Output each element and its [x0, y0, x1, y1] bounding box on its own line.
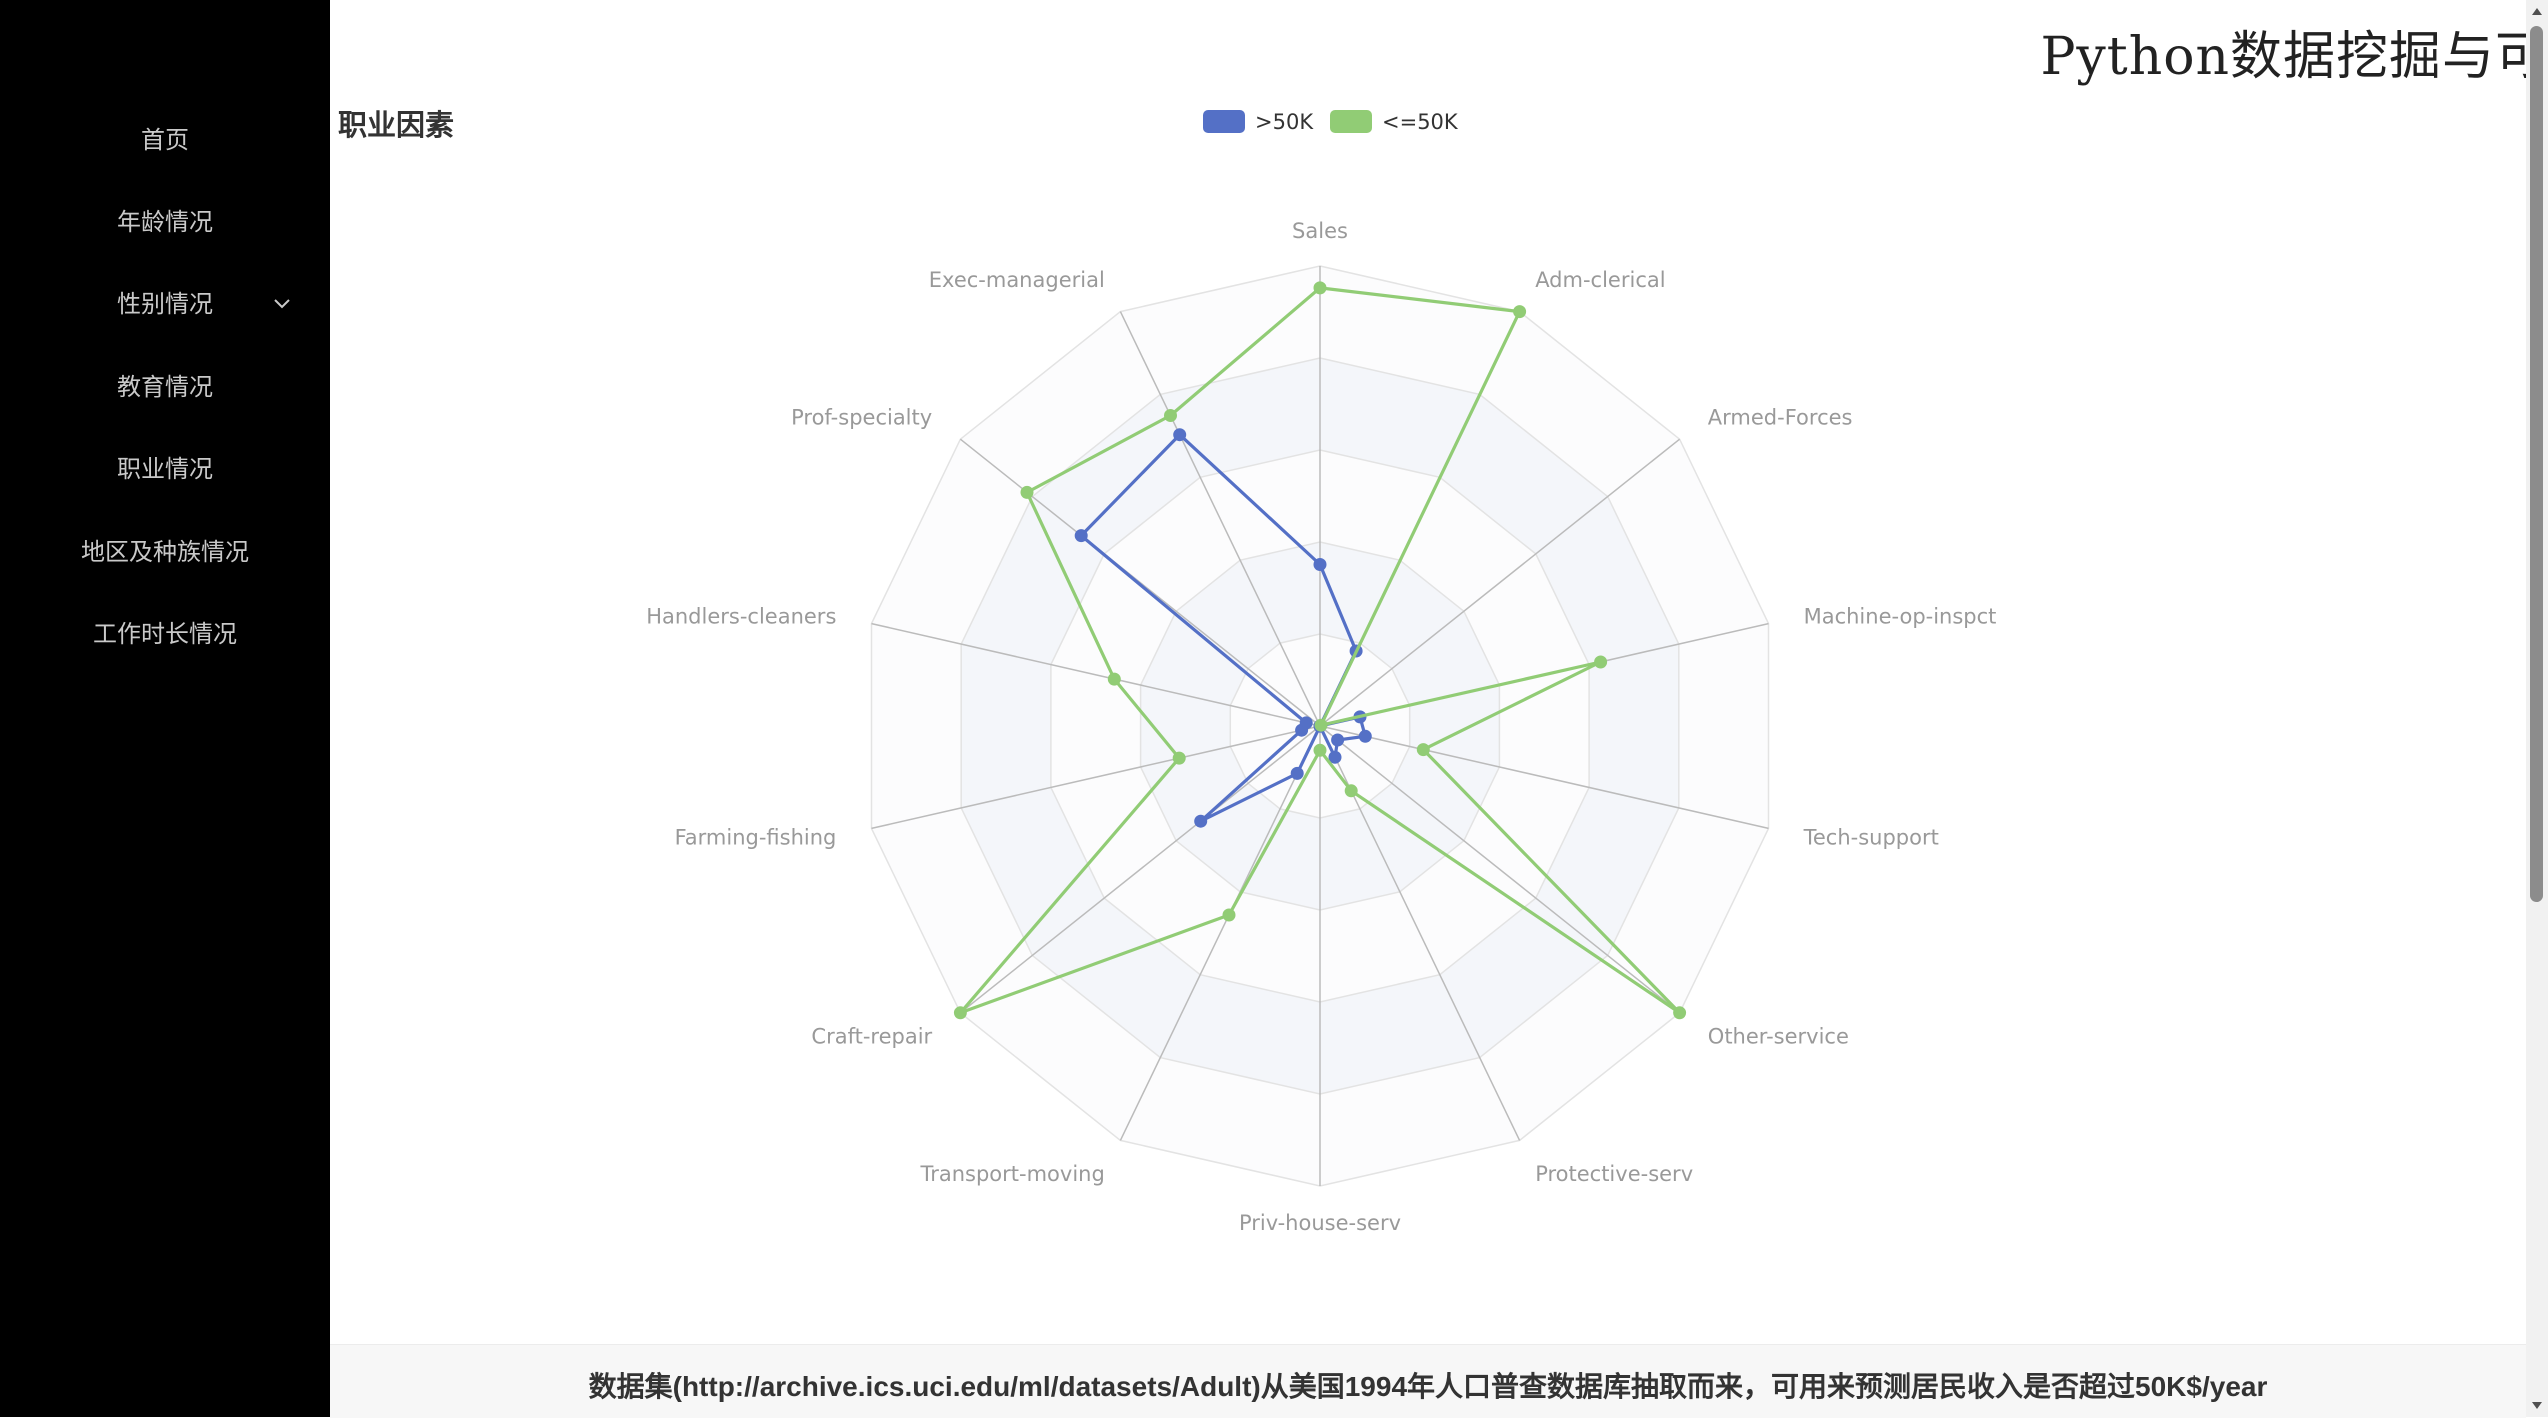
- nav-item-label: 教育情况: [117, 373, 213, 401]
- radar-data-point: [1313, 743, 1327, 757]
- radar-data-point: [1328, 750, 1342, 764]
- radar-data-point: [1194, 814, 1208, 828]
- scrollbar[interactable]: [2526, 0, 2548, 1417]
- radar-data-point: [1107, 672, 1121, 686]
- nav-item-label: 年龄情况: [117, 208, 213, 236]
- radar-indicator-label: Prof-specialty: [791, 406, 932, 430]
- site-title: Python数据挖掘与可: [2040, 27, 2548, 87]
- radar-data-point: [1344, 784, 1358, 798]
- radar-data-point: [1673, 1006, 1687, 1020]
- radar-indicator-label: Exec-managerial: [929, 268, 1105, 292]
- radar-data-point: [1290, 766, 1304, 780]
- nav-item-education[interactable]: 教育情况: [0, 367, 330, 407]
- radar-axis-line: [871, 725, 1321, 830]
- radar-axis-line: [1119, 311, 1321, 727]
- radar-data-point: [1222, 908, 1236, 922]
- radar-axis-line: [1319, 725, 1769, 830]
- radar-data-point: [1313, 558, 1327, 571]
- legend-label: >50K: [1255, 110, 1314, 134]
- radar-chart: Sales Adm-clerical Armed-Forces Machine-op-…: [646, 110, 1997, 1235]
- scroll-down-arrow-icon[interactable]: [2526, 1393, 2548, 1417]
- radar-data-point: [1074, 529, 1088, 543]
- scroll-up-arrow-icon[interactable]: [2526, 0, 2548, 24]
- nav-item-label: 工作时长情况: [93, 620, 237, 648]
- radar-data-point: [1313, 281, 1327, 295]
- radar-indicator-label: Adm-clerical: [1535, 268, 1665, 292]
- radar-data-point: [1164, 409, 1177, 422]
- radar-data-point: [1299, 716, 1313, 730]
- radar-data-point: [1513, 305, 1527, 319]
- radar-indicator-label: Farming-fishing: [675, 825, 837, 849]
- radar-axis-line: [1319, 438, 1681, 727]
- nav-item-gender[interactable]: 性别情况: [0, 284, 330, 324]
- legend-swatch: [1203, 110, 1245, 133]
- radar-indicator-label: Priv-house-serv: [1239, 1211, 1401, 1235]
- radar-axis-line: [1119, 725, 1321, 1141]
- radar-indicator-label: Armed-Forces: [1708, 406, 1853, 430]
- footer: 数据集(http://archive.ics.uci.edu/ml/datase…: [330, 1344, 2526, 1418]
- nav-item-occupation[interactable]: 职业情况: [0, 449, 330, 489]
- legend-swatch: [1330, 110, 1372, 133]
- page-title: 职业因素: [338, 108, 455, 142]
- radar-data-point: [1314, 718, 1328, 732]
- radar-indicator-label: Craft-repair: [811, 1024, 932, 1048]
- scrollbar-thumb[interactable]: [2530, 26, 2543, 902]
- radar-indicator-label: Other-service: [1708, 1024, 1849, 1048]
- legend-label: <=50K: [1382, 110, 1459, 134]
- radar-axis-line: [959, 438, 1321, 727]
- radar-indicator-label: Protective-serv: [1535, 1162, 1693, 1186]
- nav-item-region-race[interactable]: 地区及种族情况: [0, 532, 330, 572]
- radar-axis-line: [1319, 725, 1681, 1014]
- radar-data-point: [1416, 743, 1430, 757]
- chevron-down-icon[interactable]: [262, 284, 302, 324]
- radar-data-point: [1331, 733, 1345, 747]
- footer-text: 数据集(http://archive.ics.uci.edu/ml/datase…: [588, 1371, 2268, 1402]
- nav-item-age[interactable]: 年龄情况: [0, 202, 330, 242]
- radar-indicator-label: Tech-support: [1803, 825, 1939, 849]
- radar-indicator-label: Handlers-cleaners: [646, 605, 836, 629]
- radar-data-point: [1173, 428, 1187, 442]
- radar-indicator-label: Machine-op-inspct: [1804, 605, 1997, 629]
- main-content: 职业因素 Sales Adm-clerical Armed-Forces Machin…: [330, 0, 2526, 1418]
- radar-indicator-label: Sales: [1292, 219, 1348, 243]
- radar-indicator-label: Transport-moving: [919, 1162, 1104, 1186]
- nav-item-work-hours[interactable]: 工作时长情况: [0, 614, 330, 654]
- nav-item-home[interactable]: 首页: [0, 120, 330, 160]
- radar-axis-line: [871, 622, 1321, 727]
- radar-data-point: [953, 1006, 967, 1020]
- radar-data-point: [1594, 655, 1608, 669]
- nav-item-label: 性别情况: [117, 290, 213, 318]
- nav-item-label: 首页: [141, 126, 189, 154]
- nav-item-label: 职业情况: [117, 455, 213, 483]
- radar-data-point: [1172, 751, 1186, 765]
- sidebar-nav: 首页 年龄情况 性别情况 教育情况 职业情况 地区及种族情况 工作时长情况: [0, 0, 330, 1417]
- nav-item-label: 地区及种族情况: [81, 538, 249, 566]
- radar-data-point: [1020, 485, 1034, 499]
- radar-axis-line: [959, 725, 1321, 1014]
- radar-data-point: [1358, 729, 1372, 743]
